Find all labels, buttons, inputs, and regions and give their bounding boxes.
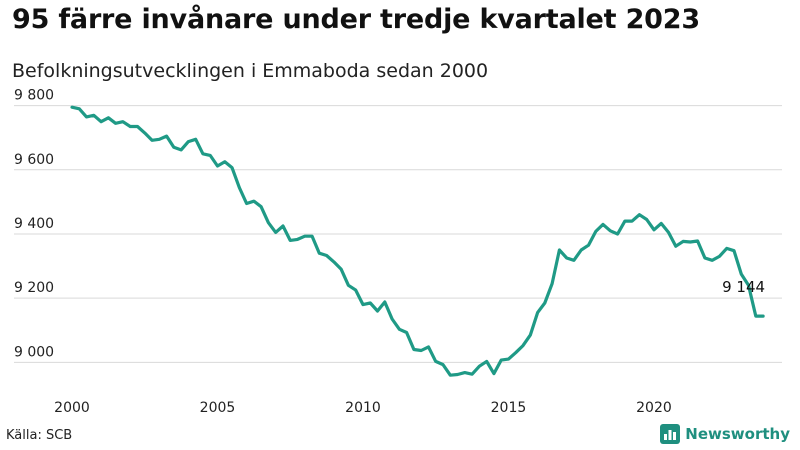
bar-chart-icon bbox=[660, 424, 681, 444]
brand-name: Newsworthy bbox=[685, 425, 790, 443]
chart-subtitle: Befolkningsutvecklingen i Emmaboda sedan… bbox=[12, 60, 489, 82]
x-axis-labels: 2000 2005 2010 2015 2020 bbox=[54, 400, 672, 416]
gridlines bbox=[14, 105, 782, 363]
y-tick-label: 9 200 bbox=[14, 280, 54, 296]
x-tick-label: 2000 bbox=[54, 400, 90, 416]
brand-logo: Newsworthy bbox=[660, 424, 790, 444]
x-tick-label: 2020 bbox=[636, 400, 672, 416]
source-note: Källa: SCB bbox=[6, 428, 73, 443]
y-tick-label: 9 400 bbox=[14, 216, 54, 232]
y-tick-label: 9 600 bbox=[14, 152, 54, 168]
y-tick-label: 9 800 bbox=[14, 88, 54, 104]
x-tick-label: 2015 bbox=[491, 400, 527, 416]
x-tick-label: 2005 bbox=[200, 400, 236, 416]
population-series-line bbox=[70, 105, 765, 377]
end-value-label: 9 144 bbox=[722, 278, 765, 296]
y-tick-label: 9 000 bbox=[14, 344, 54, 360]
y-axis-labels: 9 000 9 200 9 400 9 600 9 800 bbox=[14, 88, 54, 361]
chart-title: 95 färre invånare under tredje kvartalet… bbox=[12, 4, 700, 35]
x-tick-label: 2010 bbox=[345, 400, 381, 416]
